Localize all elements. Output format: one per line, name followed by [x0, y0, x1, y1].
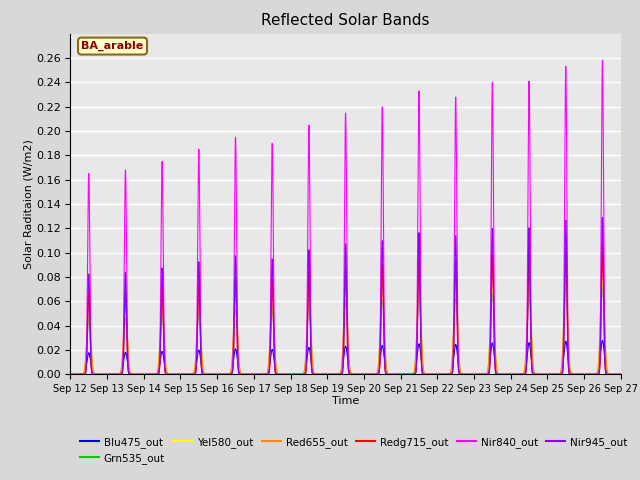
Yel580_out	[438, 372, 446, 377]
Blu475_out	[616, 372, 624, 377]
Yel580_out	[469, 372, 477, 377]
Nir945_out	[598, 215, 606, 220]
Nir840_out	[67, 372, 74, 377]
Grn535_out	[166, 372, 173, 377]
Red655_out	[598, 265, 606, 271]
Redg715_out	[616, 372, 624, 377]
Grn535_out	[500, 372, 508, 377]
Blu475_out	[469, 372, 477, 377]
Red655_out	[500, 372, 508, 377]
Text: BA_arable: BA_arable	[81, 41, 143, 51]
Grn535_out	[67, 372, 74, 377]
Red655_out	[617, 372, 625, 377]
Nir840_out	[325, 372, 333, 377]
Grn535_out	[469, 372, 477, 377]
Title: Reflected Solar Bands: Reflected Solar Bands	[261, 13, 430, 28]
Line: Redg715_out: Redg715_out	[70, 246, 621, 374]
Nir840_out	[438, 372, 446, 377]
Nir945_out	[325, 372, 333, 377]
Redg715_out	[469, 372, 477, 377]
Blu475_out	[500, 372, 508, 377]
Yel580_out	[616, 372, 624, 377]
Grn535_out	[325, 372, 333, 377]
Line: Blu475_out: Blu475_out	[70, 340, 621, 374]
Nir945_out	[67, 372, 74, 377]
Nir945_out	[617, 372, 625, 377]
Grn535_out	[617, 372, 625, 377]
Legend: Blu475_out, Grn535_out, Yel580_out, Red655_out, Redg715_out, Nir840_out, Nir945_: Blu475_out, Grn535_out, Yel580_out, Red6…	[76, 432, 632, 468]
Redg715_out	[166, 372, 173, 377]
Redg715_out	[325, 372, 333, 377]
Red655_out	[469, 372, 477, 377]
Red655_out	[325, 372, 333, 377]
Blu475_out	[67, 372, 74, 377]
Nir840_out	[616, 372, 624, 377]
Yel580_out	[500, 372, 508, 377]
Nir840_out	[166, 372, 173, 377]
Redg715_out	[438, 372, 446, 377]
Blu475_out	[598, 337, 606, 343]
Line: Grn535_out: Grn535_out	[70, 287, 621, 374]
Blu475_out	[166, 372, 173, 377]
Y-axis label: Solar Raditaion (W/m2): Solar Raditaion (W/m2)	[23, 139, 33, 269]
Yel580_out	[67, 372, 74, 377]
Grn535_out	[598, 284, 606, 289]
Blu475_out	[325, 372, 333, 377]
Redg715_out	[598, 243, 606, 249]
Redg715_out	[500, 372, 508, 377]
Line: Yel580_out: Yel580_out	[70, 280, 621, 374]
Redg715_out	[617, 372, 625, 377]
Blu475_out	[438, 372, 446, 377]
Nir840_out	[500, 372, 508, 377]
Yel580_out	[598, 277, 606, 283]
Redg715_out	[67, 372, 74, 377]
Line: Nir840_out: Nir840_out	[70, 60, 621, 374]
Nir945_out	[469, 372, 477, 377]
Nir840_out	[617, 372, 625, 377]
Red655_out	[616, 372, 624, 377]
Red655_out	[166, 372, 173, 377]
X-axis label: Time: Time	[332, 396, 359, 406]
Blu475_out	[617, 372, 625, 377]
Red655_out	[438, 372, 446, 377]
Nir840_out	[469, 372, 477, 377]
Yel580_out	[166, 372, 173, 377]
Line: Red655_out: Red655_out	[70, 268, 621, 374]
Yel580_out	[325, 372, 333, 377]
Nir945_out	[616, 372, 624, 377]
Yel580_out	[617, 372, 625, 377]
Nir840_out	[598, 58, 606, 63]
Red655_out	[67, 372, 74, 377]
Grn535_out	[616, 372, 624, 377]
Nir945_out	[438, 372, 446, 377]
Nir945_out	[500, 372, 508, 377]
Nir945_out	[166, 372, 173, 377]
Line: Nir945_out: Nir945_out	[70, 217, 621, 374]
Grn535_out	[438, 372, 446, 377]
